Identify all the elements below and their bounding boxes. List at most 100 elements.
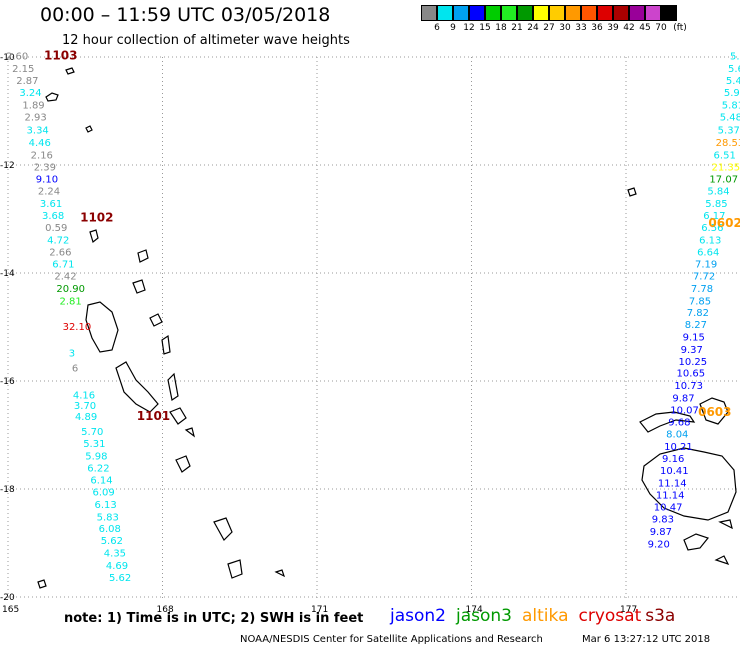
swh-value: 2.15: [12, 64, 34, 75]
swh-value: 10.41: [660, 466, 689, 477]
swh-value: 6.51: [714, 151, 736, 162]
swh-value: 10.21: [664, 442, 693, 453]
swh-value: 6: [72, 363, 78, 374]
swh-value: 2.42: [54, 271, 76, 282]
scale-label: 18: [495, 23, 507, 33]
track-east: 5.395.635.485.905.815.485.3728.536.5121.…: [648, 52, 740, 551]
swh-value: 7.19: [695, 260, 717, 271]
scale-label: 45: [639, 23, 651, 33]
pass-time-label: 1101: [137, 409, 170, 423]
legend-jason3: jason3: [456, 606, 512, 626]
swh-value: 2.39: [34, 162, 56, 173]
generation-timestamp: Mar 6 13:27:12 UTC 2018: [582, 634, 711, 645]
lon-tick-label: 165: [2, 605, 19, 615]
swh-value: 9.87: [650, 527, 672, 538]
swh-value: 5.90: [724, 88, 740, 99]
scale-swatch: [437, 5, 453, 21]
coast-ambae-pentecost: [149, 313, 179, 401]
swh-value: 4.46: [29, 138, 51, 149]
scale-swatch: [645, 5, 661, 21]
scale-label: 21: [511, 23, 523, 33]
coast-vanua-levu: [639, 397, 729, 433]
scale-swatch: [533, 5, 549, 21]
swh-value: 28.53: [716, 138, 740, 149]
coast-tanna-erromango: [175, 455, 286, 579]
lon-tick-label: 177: [620, 605, 637, 615]
scale-swatch: [469, 5, 485, 21]
swh-value: 2.81: [60, 296, 82, 307]
swh-value: 9.15: [683, 333, 705, 344]
swh-value: 6.09: [92, 487, 114, 498]
scale-label: 70: [655, 23, 667, 33]
swh-value: 3.70: [74, 401, 96, 412]
swh-value: 6.17: [703, 211, 725, 222]
coast-rotuma: [627, 187, 637, 197]
coast-lau-kadavu: [683, 519, 733, 566]
swh-value: 4.89: [75, 412, 97, 423]
swh-value: 3.34: [27, 126, 49, 137]
scale-swatch: [485, 5, 501, 21]
swh-value: 5.37: [718, 126, 740, 137]
units-note: note: 1) Time is in UTC; 2) SWH is in fe…: [64, 611, 364, 626]
scale-swatch: [597, 5, 613, 21]
scale-label: 24: [527, 23, 539, 33]
swh-value: 4.72: [47, 235, 69, 246]
swh-value: 7.78: [691, 284, 713, 295]
swh-value: 5.81: [722, 100, 740, 111]
scale-label: 42: [623, 23, 635, 33]
scale-swatch: [453, 5, 469, 21]
satellite-legend: jason2 jason3 altika cryosat s3a: [390, 606, 685, 626]
swh-value: 3.24: [19, 88, 41, 99]
swh-value: 11.14: [656, 491, 685, 502]
lat-tick-label: -14: [0, 269, 15, 279]
pass-time-label: 1102: [80, 211, 113, 225]
swh-value: 5.62: [109, 573, 131, 584]
map-subtitle: 12 hour collection of altimeter wave hei…: [62, 33, 350, 48]
scale-label: 27: [543, 23, 555, 33]
swh-value: 21.35: [711, 162, 740, 173]
legend-altika: altika: [522, 606, 569, 626]
swh-value: 9.10: [36, 174, 58, 185]
scale-label: 15: [479, 23, 491, 33]
swh-value: 10.73: [674, 381, 703, 392]
swh-value: 7.72: [693, 271, 715, 282]
swh-value: 0.59: [45, 223, 67, 234]
swh-value: 2.16: [31, 151, 53, 162]
swh-value: 4.69: [106, 561, 128, 572]
swh-value: 5.48: [726, 76, 740, 87]
swh-value: 3.68: [42, 211, 64, 222]
map-title: 00:00 – 11:59 UTC 03/05/2018: [40, 4, 331, 26]
swh-value: 5.85: [705, 199, 727, 210]
swh-value: 20.90: [56, 284, 85, 295]
scale-swatch: [565, 5, 581, 21]
pass-time-label: 0603: [698, 405, 731, 419]
swh-value: 1.89: [22, 100, 44, 111]
swh-value: 6.56: [701, 223, 723, 234]
coast-malekula: [115, 361, 159, 413]
swh-value: 9.20: [648, 539, 670, 550]
swh-value: 6.13: [699, 235, 721, 246]
swh-value: 5.84: [707, 187, 729, 198]
swh-value: 6.22: [87, 464, 109, 475]
coast-santa-cruz: [45, 67, 93, 133]
swh-value: 11.14: [658, 478, 687, 489]
swh-value: 5.31: [83, 439, 105, 450]
swh-value: 9.16: [662, 454, 684, 465]
swh-value: 10.25: [679, 357, 708, 368]
scale-label: 39: [607, 23, 619, 33]
coast-efate: [169, 407, 195, 438]
swh-value: 9.87: [672, 394, 694, 405]
pass-time-label: 0602: [708, 216, 740, 230]
scale-label: 9: [450, 23, 456, 33]
scale-swatch: [501, 5, 517, 21]
coast-espiritu-santo: [85, 301, 119, 353]
swh-value: 9.83: [652, 514, 674, 525]
swh-value: 6.14: [90, 476, 112, 487]
swh-value: 8.04: [666, 430, 688, 441]
coast-viti-levu: [641, 447, 737, 521]
coastlines: [37, 67, 737, 589]
track-west: 2.602.152.873.241.89 2.93 3.344.46 2.162.39…: [6, 49, 170, 584]
swh-value: 5.98: [85, 451, 107, 462]
scale-label: 12: [463, 23, 475, 33]
lon-tick-label: 168: [157, 605, 174, 615]
